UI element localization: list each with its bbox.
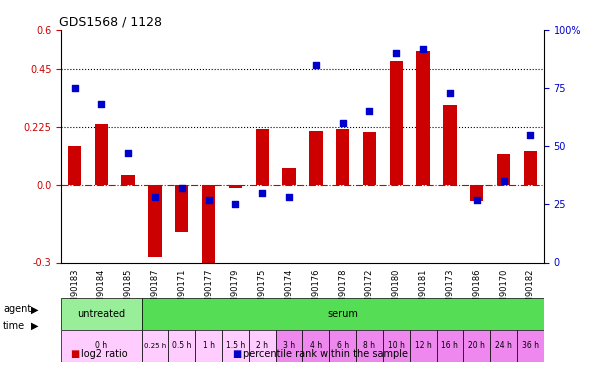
Bar	[169, 330, 195, 362]
Text: 8 h: 8 h	[364, 342, 376, 350]
Bar	[249, 330, 276, 362]
Text: 4 h: 4 h	[310, 342, 322, 350]
Point	[525, 132, 535, 138]
Text: 0.5 h: 0.5 h	[172, 342, 191, 350]
Bar	[175, 185, 188, 231]
Point	[123, 150, 133, 156]
Point	[70, 85, 79, 91]
Bar	[309, 131, 323, 185]
Bar	[61, 298, 142, 330]
Bar	[490, 330, 517, 362]
Bar	[302, 330, 329, 362]
Text: ▶: ▶	[31, 304, 38, 314]
Point	[257, 190, 267, 196]
Text: serum: serum	[327, 309, 358, 319]
Point	[499, 178, 508, 184]
Bar	[497, 154, 510, 185]
Point	[311, 62, 321, 68]
Text: time: time	[3, 321, 25, 331]
Text: GDS1568 / 1128: GDS1568 / 1128	[59, 16, 162, 29]
Point	[177, 185, 187, 191]
Bar	[443, 105, 456, 185]
Point	[472, 197, 481, 203]
Bar	[229, 185, 242, 188]
Bar	[470, 185, 483, 201]
Text: 2 h: 2 h	[256, 342, 268, 350]
Bar	[410, 330, 436, 362]
Bar	[61, 330, 142, 362]
Text: 20 h: 20 h	[468, 342, 485, 350]
Bar	[436, 330, 463, 362]
Point	[284, 194, 294, 200]
Bar	[222, 330, 249, 362]
Text: log2 ratio: log2 ratio	[81, 350, 128, 359]
Point	[230, 201, 240, 207]
Bar	[463, 330, 490, 362]
Point	[445, 90, 455, 96]
Point	[97, 101, 106, 107]
Point	[150, 194, 160, 200]
Text: 0.25 h: 0.25 h	[144, 343, 166, 349]
Bar	[142, 330, 169, 362]
Point	[392, 50, 401, 56]
Text: untreated: untreated	[77, 309, 125, 319]
Bar	[142, 298, 544, 330]
Text: percentile rank within the sample: percentile rank within the sample	[243, 350, 408, 359]
Bar	[329, 330, 356, 362]
Text: 1.5 h: 1.5 h	[226, 342, 245, 350]
Text: ■: ■	[70, 350, 79, 359]
Text: 12 h: 12 h	[415, 342, 431, 350]
Text: 3 h: 3 h	[283, 342, 295, 350]
Bar	[363, 132, 376, 185]
Text: 24 h: 24 h	[495, 342, 512, 350]
Point	[365, 108, 375, 114]
Bar	[148, 185, 162, 257]
Bar	[255, 129, 269, 185]
Bar	[390, 61, 403, 185]
Text: 6 h: 6 h	[337, 342, 349, 350]
Point	[203, 197, 213, 203]
Point	[338, 120, 348, 126]
Bar	[356, 330, 383, 362]
Bar	[276, 330, 302, 362]
Point	[418, 46, 428, 52]
Bar	[383, 330, 410, 362]
Bar	[195, 330, 222, 362]
Bar	[336, 129, 349, 185]
Bar	[68, 146, 81, 185]
Bar	[282, 168, 296, 185]
Bar	[122, 175, 135, 185]
Text: 0 h: 0 h	[95, 342, 108, 350]
Text: 36 h: 36 h	[522, 342, 539, 350]
Bar	[417, 51, 430, 185]
Bar	[202, 185, 215, 268]
Bar	[95, 124, 108, 185]
Text: 10 h: 10 h	[388, 342, 404, 350]
Text: 16 h: 16 h	[442, 342, 458, 350]
Text: ▶: ▶	[31, 321, 38, 331]
Text: 1 h: 1 h	[203, 342, 214, 350]
Text: agent: agent	[3, 304, 31, 314]
Bar	[524, 152, 537, 185]
Text: ■: ■	[232, 350, 241, 359]
Bar	[517, 330, 544, 362]
